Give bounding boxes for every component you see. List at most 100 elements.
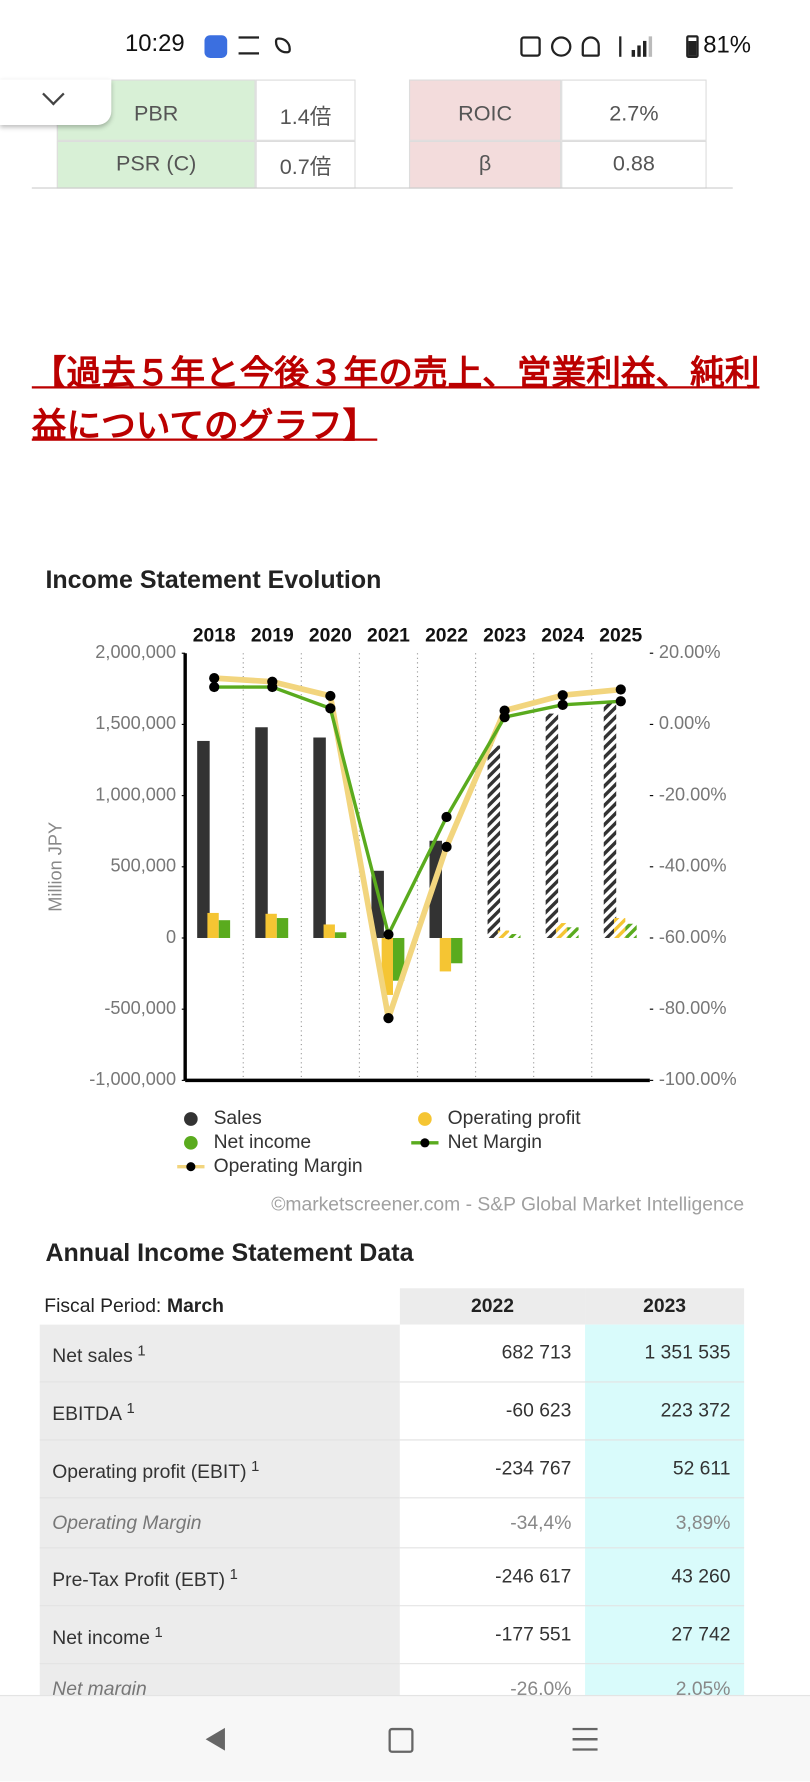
battery-level: 81% xyxy=(703,31,751,58)
legend-label: Net Margin xyxy=(448,1132,542,1153)
signal-bar xyxy=(648,36,653,57)
row-value: 43 260 xyxy=(585,1548,745,1607)
line-point xyxy=(615,684,626,695)
legend-label: Operating profit xyxy=(448,1108,582,1129)
home-button[interactable] xyxy=(388,1727,414,1753)
footnote-mark: 1 xyxy=(251,1456,260,1475)
collapse-button[interactable] xyxy=(0,79,112,125)
y-tick-label: 2,000,000 xyxy=(95,642,176,662)
ratio-label: β xyxy=(408,140,562,189)
y-tick-label: -1,000,000 xyxy=(89,1069,176,1089)
legend-marker xyxy=(184,1136,198,1150)
header-cell: Fiscal Period: March xyxy=(40,1288,400,1324)
row-label-text: Pre-Tax Profit (EBT) xyxy=(52,1568,226,1591)
legend-label: Operating Margin xyxy=(214,1156,363,1177)
bar xyxy=(439,937,452,972)
income-table: Annual Income Statement Data Fiscal Perio… xyxy=(0,1227,810,1695)
column-header: 2022 xyxy=(399,1288,586,1325)
y-tick-label: 0 xyxy=(166,927,176,947)
row-value: 223 372 xyxy=(585,1382,745,1441)
row-label-text: Net margin xyxy=(52,1677,147,1695)
line-point xyxy=(209,673,220,684)
x-tick-label: 2020 xyxy=(309,625,352,646)
alarm-icon xyxy=(550,36,572,57)
footnote-mark: 1 xyxy=(229,1564,238,1582)
y-tick-label: 1,000,000 xyxy=(95,784,176,804)
line-point xyxy=(209,681,220,693)
y-tick-label: -500,000 xyxy=(104,998,176,1018)
bar xyxy=(625,923,637,938)
chart: Income Statement Evolution Million JPY -1,… xyxy=(45,566,744,1215)
line-point xyxy=(441,811,452,823)
menu-button[interactable] xyxy=(572,1727,598,1751)
y2-tick-label: -80.00% xyxy=(659,998,727,1018)
ratio-value: 1.4倍 xyxy=(255,79,356,141)
row-value: -60 623 xyxy=(399,1382,586,1441)
line-point xyxy=(267,681,278,693)
row-label: Pre-Tax Profit (EBT) 1 xyxy=(39,1548,400,1607)
x-tick-label: 2025 xyxy=(599,625,642,646)
battery-icon xyxy=(686,35,699,58)
ratio-value: 0.7倍 xyxy=(255,140,356,189)
signal-bar xyxy=(642,40,647,57)
line-point xyxy=(557,690,568,701)
bar xyxy=(381,937,393,995)
bar xyxy=(613,918,626,938)
ratio-value: 2.7% xyxy=(561,79,707,141)
line xyxy=(214,685,621,937)
line-point xyxy=(441,841,452,852)
bar xyxy=(197,740,210,938)
x-tick-label: 2021 xyxy=(367,625,410,646)
line-point xyxy=(615,696,626,707)
notification-icon xyxy=(274,37,291,54)
x-tick-label: 2022 xyxy=(425,625,468,646)
mute-icon xyxy=(581,36,600,57)
footnote-mark: 1 xyxy=(126,1399,135,1417)
legend-marker xyxy=(184,1112,198,1126)
x-tick-label: 2018 xyxy=(193,625,236,646)
bar xyxy=(265,913,277,938)
x-tick-label: 2023 xyxy=(483,625,526,646)
row-value: 1 351 535 xyxy=(585,1324,745,1383)
chart-credit: ©marketscreener.com - S&P Global Market … xyxy=(271,1194,744,1215)
y2-tick-label: 20.00% xyxy=(659,642,721,662)
row-label-text: Net income xyxy=(52,1626,150,1649)
navigation-bar xyxy=(0,1694,810,1782)
signal-bar xyxy=(637,45,641,57)
bar xyxy=(451,937,463,964)
bar xyxy=(497,930,510,938)
bluetooth-icon xyxy=(610,36,622,57)
row-value: 3,89% xyxy=(585,1498,745,1549)
row-label-text: EBITDA xyxy=(52,1403,123,1425)
bar xyxy=(255,727,268,938)
line-point xyxy=(325,690,336,702)
period-label: Fiscal Period: xyxy=(44,1295,162,1317)
x-tick-label: 2019 xyxy=(251,625,294,646)
row-value: -234 767 xyxy=(399,1440,586,1499)
bar xyxy=(207,912,219,938)
x-tick-label: 2024 xyxy=(541,625,584,646)
signal-icon xyxy=(631,36,662,57)
period-value: March xyxy=(166,1295,224,1317)
back-button[interactable] xyxy=(205,1727,225,1751)
chevron-icon xyxy=(42,83,65,106)
table-title: Annual Income Statement Data xyxy=(45,1238,414,1267)
row-value: 2,05% xyxy=(585,1664,745,1695)
bar xyxy=(218,920,231,938)
row-label: Net income 1 xyxy=(39,1606,400,1665)
footnote-mark: 1 xyxy=(137,1341,146,1359)
bar xyxy=(487,745,501,938)
line-point xyxy=(383,929,394,940)
row-value: -246 617 xyxy=(399,1548,586,1607)
row-label-text: Operating Margin xyxy=(52,1511,202,1534)
y-axis-title: Million JPY xyxy=(46,822,66,912)
row-label: Net sales 1 xyxy=(39,1324,400,1383)
row-value: -34,4% xyxy=(399,1498,586,1549)
y2-tick-label: -20.00% xyxy=(659,784,727,804)
status-bar: 10:29 81% xyxy=(0,0,810,80)
ratio-label: PSR (C) xyxy=(56,140,256,189)
status-icons xyxy=(520,34,679,59)
bar xyxy=(555,923,568,938)
y-tick-label: 500,000 xyxy=(110,856,176,876)
signal-bar xyxy=(631,49,636,57)
